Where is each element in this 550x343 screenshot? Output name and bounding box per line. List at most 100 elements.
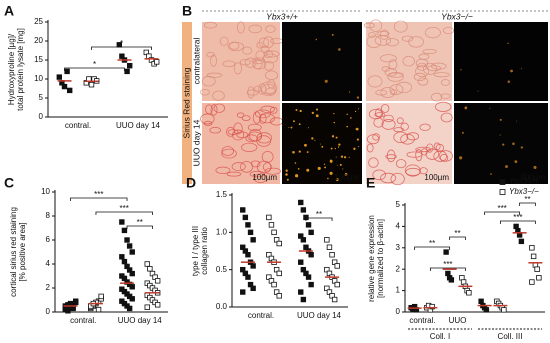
tissue-texture (415, 146, 432, 153)
data-point (268, 222, 275, 228)
tissue-texture (366, 134, 380, 145)
x-tick-label: UUO day 14 (116, 121, 161, 130)
data-point (245, 252, 251, 258)
tissue-texture (221, 146, 235, 156)
y-axis-label: [% positive area] (18, 222, 27, 281)
stain-speck (323, 163, 326, 165)
data-point (250, 263, 256, 269)
data-point (56, 74, 62, 80)
significance-label: *** (94, 190, 103, 199)
panel-letter: C (4, 175, 14, 191)
tissue-texture (380, 103, 390, 113)
significance-label: * (120, 39, 123, 48)
stain-speck (298, 123, 301, 126)
tissue-texture (262, 162, 272, 172)
tissue-texture (372, 133, 380, 141)
data-point (298, 199, 304, 206)
y-tick-label: 10 (34, 74, 43, 83)
tissue-texture (226, 171, 242, 177)
data-point (250, 237, 256, 243)
stain-speck (295, 109, 298, 111)
stain-speck (329, 171, 333, 175)
panel-letter: E (366, 175, 375, 191)
tissue-texture (256, 135, 272, 147)
data-point (245, 222, 251, 228)
stain-speck (286, 178, 289, 181)
data-point (534, 266, 540, 272)
data-point (300, 237, 307, 243)
tissue-texture (259, 113, 275, 124)
tissue-texture (426, 143, 434, 153)
legend-marker (499, 189, 506, 195)
tissue-texture (240, 161, 254, 173)
tissue-texture (415, 149, 423, 162)
y-tick-label: 2 (46, 283, 51, 292)
tissue-texture (373, 117, 384, 128)
micrograph (454, 103, 548, 184)
stain-speck (314, 139, 316, 141)
tissue-texture (368, 32, 376, 38)
data-point (124, 68, 130, 75)
significance-bracket (91, 46, 152, 50)
data-point (308, 281, 314, 288)
data-point (121, 227, 128, 234)
data-point (448, 277, 455, 283)
data-point (300, 207, 307, 213)
tissue-texture (404, 164, 421, 177)
y-tick-label: 20 (34, 36, 43, 45)
tissue-texture (260, 81, 277, 95)
stain-speck (338, 48, 341, 51)
stain-speck (331, 33, 334, 36)
y-tick-label: 10 (41, 187, 50, 196)
significance-label: * (93, 60, 96, 69)
tissue-texture (386, 149, 396, 163)
stain-speck (327, 177, 329, 180)
data-point (240, 289, 246, 295)
stain-speck (505, 165, 508, 168)
data-point (154, 278, 161, 284)
tissue-texture (381, 66, 391, 72)
tissue-texture (201, 75, 216, 87)
stain-speck (460, 69, 462, 71)
data-point (501, 307, 507, 313)
data-point (529, 279, 535, 285)
tissue-texture (249, 170, 266, 178)
tissue-texture (376, 31, 390, 36)
stain-speck (338, 143, 341, 146)
tissue-texture (246, 89, 259, 96)
tissue-texture (258, 83, 267, 95)
tissue-texture (380, 172, 397, 184)
y-tick-label: 1.0 (216, 227, 228, 236)
significance-label: ** (524, 195, 530, 204)
significance-label: ** (429, 239, 435, 248)
data-point (61, 83, 68, 90)
tissue-texture (250, 160, 261, 168)
x-tick-label: UUO day 14 (297, 311, 342, 320)
data-point (276, 293, 282, 299)
stain-speck (510, 69, 513, 73)
data-point (245, 274, 251, 280)
tissue-texture (241, 115, 251, 121)
data-point (334, 281, 340, 288)
stain-speck (507, 80, 511, 83)
data-point (276, 270, 282, 277)
data-point (518, 238, 525, 245)
micrograph (282, 22, 362, 101)
data-point (271, 229, 277, 236)
stain-speck (346, 113, 348, 116)
stain-speck (293, 120, 295, 123)
tissue-texture (372, 169, 386, 181)
data-point (119, 254, 125, 260)
tissue-texture (263, 60, 275, 71)
x-tick-label: contral. (65, 121, 91, 130)
stain-speck (331, 135, 335, 138)
stain-speck (335, 178, 339, 181)
data-point (329, 252, 335, 258)
stain-speck (324, 79, 328, 83)
tissue-texture (210, 54, 217, 67)
y-axis-label: cortical sirius red staining (9, 207, 18, 297)
tissue-texture (389, 84, 404, 95)
tissue-texture (264, 70, 279, 80)
y-axis-label: collagen ratio (200, 227, 209, 275)
